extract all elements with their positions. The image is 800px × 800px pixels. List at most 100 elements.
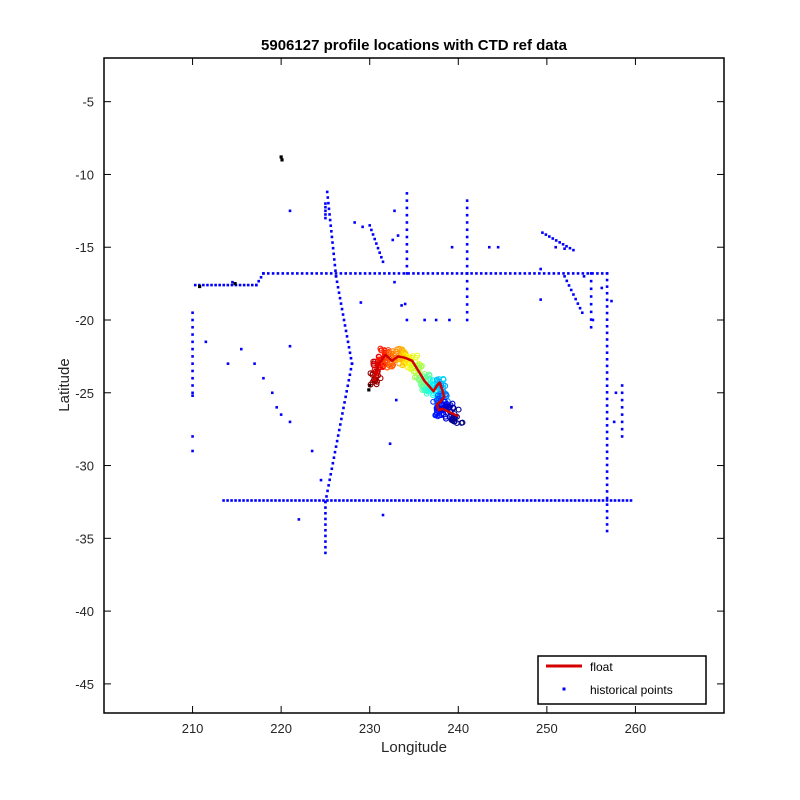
historical-point xyxy=(324,202,327,205)
historical-point xyxy=(605,424,609,427)
historical-point xyxy=(238,499,241,502)
historical-point xyxy=(343,401,346,404)
historical-point xyxy=(605,358,609,361)
historical-point xyxy=(605,483,609,487)
historical-point xyxy=(450,272,454,275)
historical-point xyxy=(350,362,354,365)
historical-point xyxy=(542,272,546,275)
x-tick-label: 210 xyxy=(182,721,204,736)
plot-area xyxy=(104,58,724,713)
historical-point xyxy=(402,499,405,502)
historical-point xyxy=(394,499,397,502)
float-profile-marker xyxy=(448,416,455,423)
historical-point xyxy=(288,344,292,348)
historical-point xyxy=(605,430,609,434)
historical-point xyxy=(324,216,327,220)
historical-point xyxy=(621,499,625,502)
historical-point xyxy=(363,272,367,275)
historical-point xyxy=(605,476,609,480)
historical-point xyxy=(465,272,469,275)
float-profile-marker xyxy=(433,412,439,419)
historical-point xyxy=(349,367,353,371)
historical-point xyxy=(206,283,209,287)
chart-title: 5906127 profile locations with CTD ref d… xyxy=(261,37,568,54)
historical-point xyxy=(336,285,340,289)
historical-point xyxy=(386,499,389,502)
historical-point xyxy=(332,456,336,459)
y-tick-label: -15 xyxy=(75,240,94,255)
historical-point xyxy=(610,299,613,303)
historical-point xyxy=(605,417,609,421)
historical-point xyxy=(400,304,403,307)
historical-point xyxy=(349,356,353,360)
historical-point xyxy=(336,434,340,437)
historical-point xyxy=(405,250,409,253)
historical-point xyxy=(600,286,604,290)
historical-point xyxy=(412,272,415,275)
historical-point xyxy=(405,264,409,268)
historical-point xyxy=(460,272,464,275)
historical-point xyxy=(328,218,332,222)
historical-point xyxy=(537,499,541,502)
historical-point xyxy=(405,213,409,217)
historical-point xyxy=(358,499,361,502)
historical-point xyxy=(231,280,234,284)
historical-point xyxy=(324,500,327,504)
float-profile-marker xyxy=(412,354,419,361)
historical-point xyxy=(271,272,275,275)
float-profile-marker xyxy=(458,420,465,426)
historical-point xyxy=(585,499,589,502)
float-profile-marker xyxy=(375,353,382,360)
historical-point xyxy=(392,272,396,275)
historical-point xyxy=(339,423,342,426)
historical-point xyxy=(331,241,334,244)
historical-point xyxy=(605,377,609,381)
historical-point xyxy=(620,384,624,387)
historical-point xyxy=(281,272,285,275)
historical-point xyxy=(374,499,377,502)
x-tick-label: 220 xyxy=(270,721,292,736)
historical-point xyxy=(549,499,553,502)
historical-point xyxy=(302,499,305,502)
historical-point xyxy=(605,364,609,368)
historical-point xyxy=(202,283,205,287)
historical-point xyxy=(489,499,493,502)
float-profile-marker xyxy=(371,362,377,369)
historical-point xyxy=(605,344,609,348)
historical-point xyxy=(497,499,501,502)
historical-point xyxy=(250,499,253,502)
historical-point xyxy=(605,457,609,460)
historical-point xyxy=(449,499,453,502)
historical-point xyxy=(605,529,609,533)
historical-point xyxy=(333,450,337,454)
historical-point xyxy=(589,272,593,275)
historical-point xyxy=(326,196,330,199)
historical-point xyxy=(330,235,334,239)
ctd-point xyxy=(280,158,284,162)
historical-point xyxy=(499,272,502,275)
historical-point xyxy=(339,302,343,305)
historical-point xyxy=(513,272,517,275)
historical-point xyxy=(343,324,347,327)
historical-point xyxy=(529,499,533,502)
historical-point xyxy=(327,201,330,205)
x-tick-label: 260 xyxy=(625,721,647,736)
historical-point xyxy=(605,443,609,447)
historical-point xyxy=(324,511,327,515)
historical-point xyxy=(405,243,409,246)
historical-point xyxy=(333,263,337,267)
float-profile-marker xyxy=(434,392,441,399)
y-tick-label: -20 xyxy=(75,313,94,328)
historical-point xyxy=(334,269,337,273)
historical-point xyxy=(378,499,381,502)
historical-point xyxy=(571,272,575,275)
historical-point xyxy=(605,410,609,414)
historical-point xyxy=(238,283,242,287)
historical-point xyxy=(589,279,593,283)
historical-point xyxy=(405,272,409,275)
historical-point xyxy=(465,235,469,239)
historical-point xyxy=(625,499,629,502)
historical-point xyxy=(383,272,386,275)
historical-point xyxy=(362,499,365,502)
historical-point xyxy=(319,478,323,482)
